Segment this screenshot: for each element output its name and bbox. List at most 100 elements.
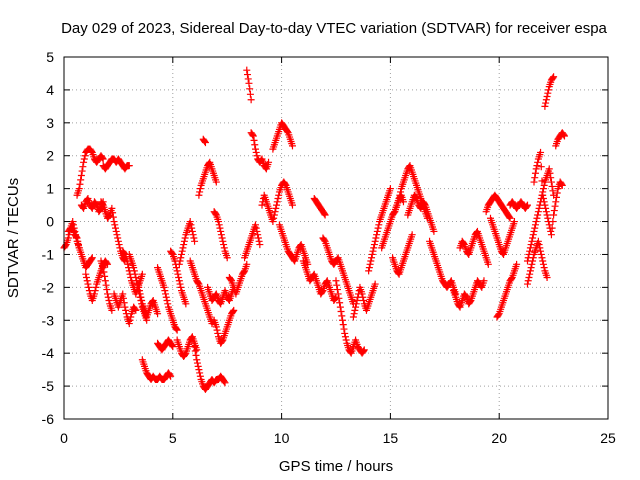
ticks-layer: -6 -5 -4 -3 -2 -1 0 1 2 3 4 5 0 5 10 15 20 25 [42,49,616,446]
data-point [178,250,186,258]
data-point-interp [168,342,176,350]
data-point [256,241,264,249]
data-point-interp [539,260,547,268]
data-point [537,148,545,156]
data-point-interp [164,300,172,308]
data-point-interp [534,158,542,166]
data-point [104,290,112,298]
data-point-interp [540,198,548,206]
series-arc-26 [225,260,251,298]
data-point [534,237,542,245]
y-tick-label: 4 [46,82,54,98]
data-point [101,277,109,285]
data-point-interp [535,241,543,249]
series-arc-20 [191,343,229,393]
data-point-interp [201,137,209,145]
y-tick-label: 3 [46,115,54,131]
data-point [188,227,196,235]
data-point [271,208,279,216]
data-point-interp [373,231,381,239]
data-point-interp [220,378,228,386]
y-tick-label: -1 [42,246,55,262]
data-point [254,231,262,239]
x-tick-label: 15 [383,430,399,446]
data-point-interp [372,234,380,242]
data-point-interp [525,273,533,281]
data-point-interp [320,236,328,244]
data-point [167,372,175,380]
data-point-interp [375,221,383,229]
data-point-interp [193,359,201,367]
data-point-interp [120,299,128,307]
data-point [530,227,538,235]
series-arc-54 [552,129,568,150]
data-point-interp [83,277,91,285]
data-point [138,270,146,278]
x-tick-label: 20 [491,430,507,446]
data-point [360,346,368,354]
data-point [132,306,140,314]
data-point-interp [396,191,404,199]
series-arc-18 [173,333,201,360]
data-point-interp [92,200,100,208]
data-point-interp [551,202,559,210]
x-tick-label: 25 [600,430,616,446]
data-point [273,198,281,206]
data-point [214,218,222,226]
data-point [143,316,151,324]
data-point [386,185,394,193]
series-arc-34 [310,195,329,219]
data-point [114,237,122,245]
data-point [484,260,492,268]
data-point-interp [341,333,349,341]
data-point-interp [181,350,189,358]
data-point-interp [537,250,545,258]
data-point-interp [342,336,350,344]
series-arc-25 [210,208,231,262]
data-point-interp [240,268,248,276]
data-point-interp [135,290,143,298]
y-tick-label: 2 [46,148,54,164]
data-point-interp [526,267,534,275]
data-point [88,254,96,262]
data-point-interp [92,283,100,291]
data-point-interp [191,347,199,355]
data-point [136,293,144,301]
data-point [73,234,81,242]
data-point-interp [218,337,226,345]
data-point [251,145,259,153]
data-point-interp [81,152,89,160]
series-arc-51 [523,237,551,288]
series-arc-36 [332,277,368,357]
data-point-interp [127,313,135,321]
data-point [219,237,227,245]
data-point [90,290,98,298]
data-point [191,343,199,351]
data-point-interp [505,213,513,221]
data-point-interp [553,193,561,201]
data-point-interp [397,188,405,196]
data-point [75,185,83,193]
data-point-interp [244,71,252,79]
series-arc-47 [486,214,518,258]
data-point [121,303,129,311]
data-point-interp [320,210,328,218]
data-point-interp [368,250,376,258]
data-point-interp [274,195,282,203]
data-point-interp [98,200,106,208]
data-point [195,191,203,199]
data-point-interp [196,188,204,196]
y-tick-label: 0 [46,214,54,230]
data-point [528,260,536,268]
y-axis-label: SDTVAR / TECUs [5,178,22,298]
data-point-interp [547,227,555,235]
y-tick-label: 1 [46,181,54,197]
data-point [77,171,85,179]
data-point-interp [80,155,88,163]
data-point-interp [101,272,109,280]
series-arc-42 [404,191,438,235]
data-point-interp [533,214,541,222]
data-point-interp [273,201,281,209]
data-point-interp [333,281,341,289]
data-point-interp [109,209,117,217]
